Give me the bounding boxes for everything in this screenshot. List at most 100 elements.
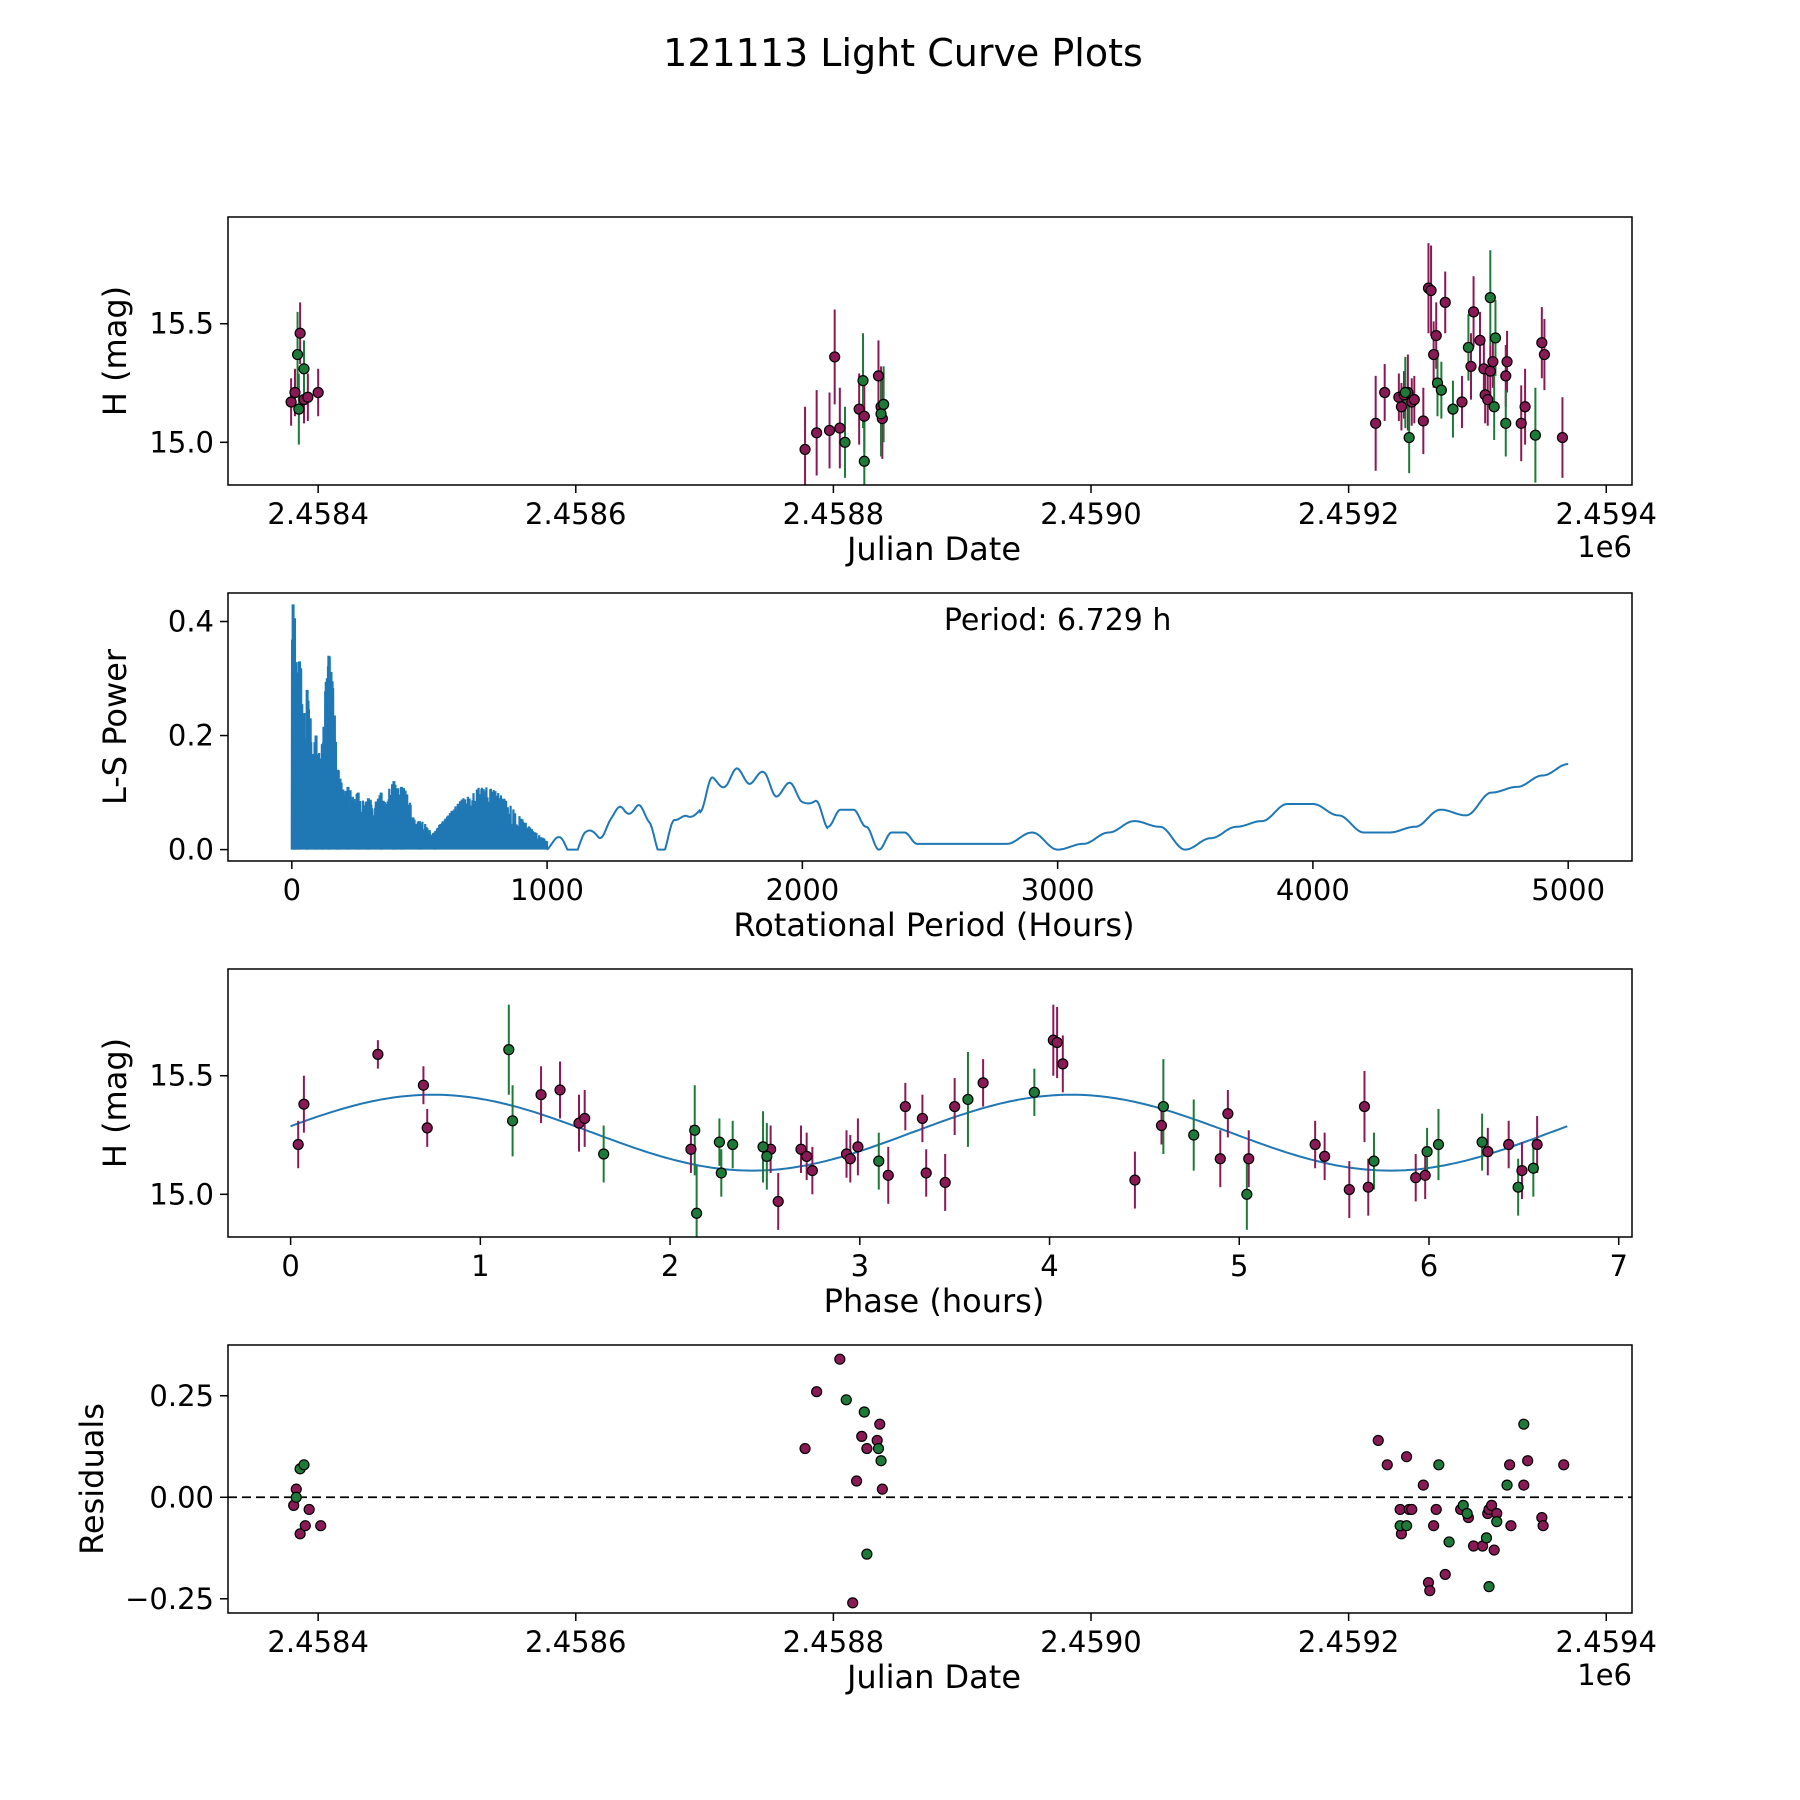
data-point-magenta: [535, 1089, 547, 1101]
data-point-green: [1399, 386, 1411, 399]
x-tick-label: 2.4590: [1040, 497, 1141, 531]
data-point-green: [298, 363, 310, 375]
data-point-magenta: [1518, 1479, 1530, 1491]
data-point-green: [1157, 1100, 1169, 1113]
plot-area: [285, 243, 1569, 485]
data-point-magenta: [1439, 1568, 1451, 1581]
data-point-green: [1484, 292, 1496, 304]
data-point-magenta: [421, 1122, 433, 1134]
data-point-magenta: [858, 410, 870, 422]
x-tick-label: 2.4586: [525, 497, 626, 531]
data-point-magenta: [1482, 1146, 1494, 1158]
data-point-magenta: [882, 1169, 894, 1181]
x-tick-label: 2.4594: [1555, 497, 1656, 531]
data-point-magenta: [1425, 284, 1437, 297]
data-point-green: [1241, 1188, 1253, 1200]
data-point-green: [1512, 1181, 1524, 1193]
periodogram-line: [546, 763, 1569, 851]
data-point-green: [1480, 1532, 1493, 1544]
data-point-magenta: [1129, 1174, 1141, 1186]
data-point-magenta: [315, 1520, 327, 1532]
data-point-magenta: [1358, 1100, 1371, 1113]
data-point-magenta: [801, 1150, 813, 1162]
y-tick-label: 15.0: [149, 1177, 214, 1211]
data-point-magenta: [772, 1195, 784, 1208]
data-point-magenta: [1474, 334, 1486, 346]
data-point-green: [1461, 1507, 1473, 1520]
data-point-green: [506, 1115, 519, 1127]
data-point-magenta: [1419, 1169, 1431, 1181]
panel-residuals: 2.4584 2.4586 2.4588 2.4590 2.4592 2.4594 −0.2…: [73, 1344, 1657, 1696]
data-point-magenta: [1439, 296, 1451, 308]
axes-frame: [227, 216, 1633, 486]
data-point-green: [1500, 417, 1512, 429]
data-point-magenta: [795, 1143, 807, 1155]
x-tick-label: 0: [281, 1249, 299, 1283]
y-axis-label: H (mag): [96, 286, 134, 416]
data-point-magenta: [799, 443, 811, 456]
data-point-magenta: [1430, 329, 1442, 342]
data-point-magenta: [939, 1176, 951, 1189]
data-point-green: [1400, 1520, 1413, 1532]
data-point-magenta: [834, 1353, 846, 1365]
data-point-magenta: [1406, 1503, 1418, 1516]
data-point-magenta: [1488, 1544, 1500, 1556]
y-tick-label: 15.5: [149, 307, 214, 341]
data-point-green: [293, 403, 305, 415]
period-annotation: Period: 6.729 h: [944, 603, 1172, 638]
data-point-magenta: [977, 1077, 989, 1089]
data-point-magenta: [1503, 1138, 1515, 1151]
x-tick-label: 0: [283, 873, 301, 907]
data-point-green: [857, 375, 869, 387]
data-point-green: [1421, 1146, 1433, 1158]
data-point-magenta: [1487, 356, 1499, 368]
data-point-green: [840, 1394, 852, 1406]
data-point-green: [713, 1136, 726, 1148]
data-point-magenta: [1505, 1520, 1517, 1532]
y-tick-label: 0.4: [168, 605, 214, 639]
plot-area: [290, 1004, 1568, 1237]
data-point-green: [872, 1442, 885, 1455]
data-point-green: [1491, 1516, 1503, 1528]
data-point-magenta: [1379, 386, 1391, 399]
data-point-green: [1447, 403, 1459, 415]
x-tick-label: 5: [1230, 1249, 1248, 1283]
data-point-magenta: [1515, 417, 1527, 429]
data-point-green: [839, 436, 851, 448]
data-point-green: [1488, 401, 1500, 413]
x-axis-label: Rotational Period (Hours): [733, 906, 1134, 944]
data-point-magenta: [579, 1112, 591, 1125]
data-point-green: [1462, 341, 1475, 354]
data-point-magenta: [806, 1164, 818, 1177]
fit-curve: [290, 1093, 1568, 1172]
data-point-green: [298, 1459, 310, 1471]
x-tick-label: 1000: [510, 873, 584, 907]
data-point-magenta: [811, 427, 823, 439]
data-point-magenta: [1395, 401, 1408, 413]
data-point-magenta: [1465, 360, 1477, 373]
data-point-magenta: [852, 1141, 864, 1153]
data-point-magenta: [1456, 396, 1468, 408]
data-point-green: [598, 1148, 610, 1160]
data-point-magenta: [1516, 1164, 1528, 1177]
data-point-green: [1433, 1459, 1445, 1471]
data-point-green: [290, 1491, 302, 1503]
data-point-magenta: [1410, 1172, 1422, 1184]
plot-area: [228, 1353, 1632, 1609]
y-axis-label: Residuals: [73, 1403, 111, 1555]
data-point-magenta: [949, 1100, 961, 1113]
data-point-magenta: [1558, 1459, 1570, 1471]
data-point-magenta: [302, 391, 314, 403]
x-tick-label: 2000: [765, 873, 839, 907]
data-point-green: [1028, 1086, 1040, 1098]
data-point-magenta: [1428, 348, 1440, 361]
data-point-magenta: [1522, 1455, 1534, 1467]
data-point-magenta: [916, 1112, 929, 1125]
x-tick-label: 2.4584: [267, 497, 368, 531]
data-point-magenta: [1430, 1503, 1442, 1516]
data-point-magenta: [876, 1483, 888, 1495]
data-point-magenta: [1428, 1520, 1440, 1532]
data-point-magenta: [1485, 1499, 1498, 1511]
data-point-magenta: [1484, 365, 1496, 377]
